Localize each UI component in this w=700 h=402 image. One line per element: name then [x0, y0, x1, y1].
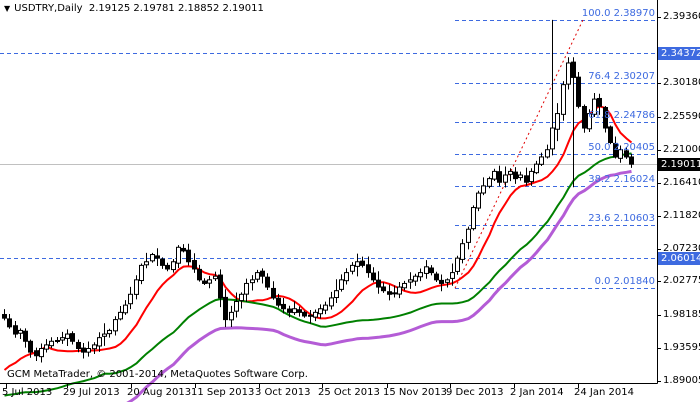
current-price-label: 2.19011 [658, 158, 700, 171]
price-tick-label: 2.21000 [663, 143, 700, 155]
horizontal-lines [0, 53, 657, 259]
time-tick-label: 15 Nov 2013 [383, 387, 448, 398]
price-tick-label: 2.25590 [663, 110, 700, 122]
price-tick-label: 2.11820 [663, 209, 700, 221]
price-tick-label: 1.98185 [663, 308, 700, 320]
time-tick-label: 29 Jul 2013 [63, 387, 120, 398]
fib-level-label: 61.8 2.24786 [588, 109, 655, 121]
price-tick-label: 2.16410 [663, 176, 700, 188]
moving-averages [3, 105, 633, 402]
horizontal-line-price-label: 2.34372 [658, 47, 700, 60]
time-tick-label: 9 Dec 2013 [446, 387, 504, 398]
fib-level-label: 38.2 2.16024 [588, 173, 655, 185]
fib-level-label: 23.6 2.10603 [588, 212, 655, 224]
ohlc-values: 2.19125 2.19781 2.18852 2.19011 [88, 3, 264, 14]
time-tick-label: 5 Jul 2013 [2, 387, 53, 398]
price-axis-ticks [657, 17, 661, 382]
chart-header: ▼ USDTRY,Daily 2.19125 2.19781 2.18852 2.… [4, 3, 264, 14]
dropdown-triangle-icon[interactable]: ▼ [4, 4, 11, 13]
time-tick-label: 25 Oct 2013 [318, 387, 380, 398]
fib-level-label: 50.0 2.20405 [588, 141, 655, 153]
time-tick-label: 2 Jan 2014 [510, 387, 564, 398]
price-tick-label: 2.02775 [663, 274, 700, 286]
time-tick-label: 20 Aug 2013 [127, 387, 192, 398]
horizontal-line-price-label: 2.06014 [658, 252, 700, 265]
symbol-timeframe: USDTRY,Daily [14, 3, 83, 14]
price-tick-label: 2.07230 [663, 242, 700, 254]
price-tick-label: 1.93595 [663, 341, 700, 353]
time-tick-label: 3 Oct 2013 [255, 387, 311, 398]
candlesticks [2, 19, 634, 363]
price-tick-label: 1.89005 [663, 374, 700, 386]
fib-level-label: 100.0 2.38970 [581, 7, 655, 19]
time-tick-label: 11 Sep 2013 [191, 387, 255, 398]
copyright-text: GCM MetaTrader, © 2001-2014, MetaQuotes … [7, 369, 308, 380]
time-axis-ticks [6, 383, 579, 388]
time-tick-label: 24 Jan 2014 [574, 387, 634, 398]
fib-level-label: 0.0 2.01840 [594, 275, 655, 287]
fib-level-label: 76.4 2.30207 [588, 70, 655, 82]
price-tick-label: 2.39360 [663, 10, 700, 22]
price-tick-label: 2.30180 [663, 76, 700, 88]
